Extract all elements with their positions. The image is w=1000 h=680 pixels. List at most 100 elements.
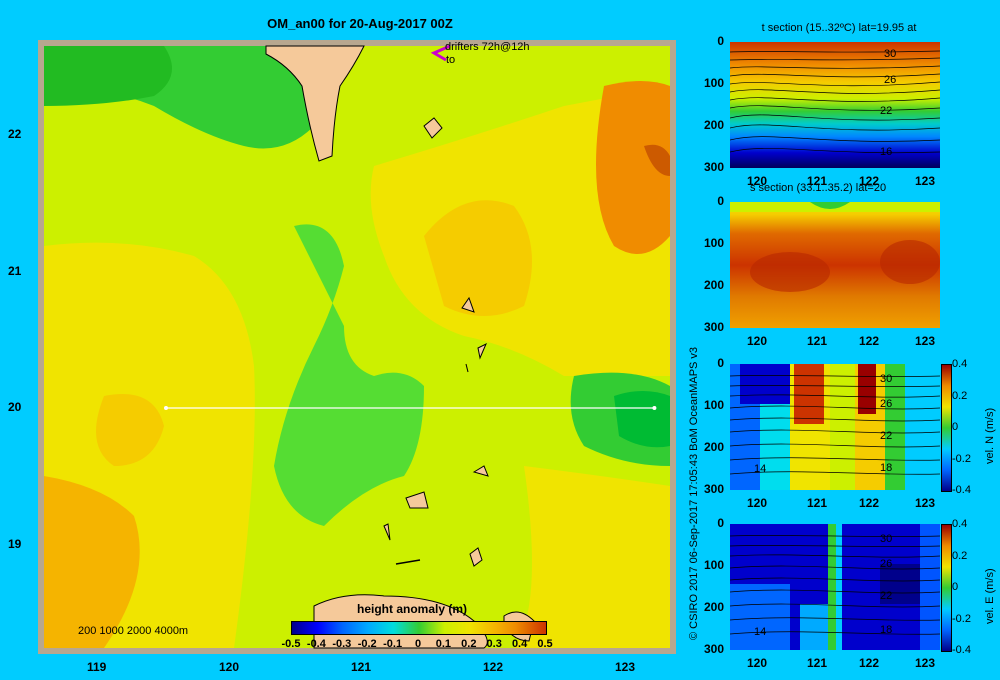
- anomaly-zone-southwest-orange: [44, 476, 140, 648]
- colorbar-tick-label: 0.1: [435, 638, 452, 650]
- depth-tick-label: 0: [717, 356, 724, 370]
- lon-tick-label: 123: [615, 660, 636, 674]
- depth-tick-label: 100: [703, 236, 724, 250]
- colorbar-tick-label: -0.4: [306, 638, 326, 650]
- lon-tick-label: 123: [915, 496, 936, 510]
- lon-tick-label: 123: [915, 174, 936, 188]
- panel-2-title: s section (33.1..35.2) lat=20: [750, 182, 887, 194]
- lat-tick-label: 19: [8, 537, 22, 551]
- lon-tick-label: 121: [807, 496, 828, 510]
- colorbar-tick-label: 0.4: [952, 358, 968, 370]
- island: [469, 547, 483, 567]
- contour-label: 26: [884, 74, 897, 86]
- lon-tick-label: 120: [219, 660, 240, 674]
- colorbar-tick-label: 0.4: [511, 638, 528, 650]
- contour-label: 14: [754, 626, 767, 638]
- anomaly-zone-central-green: [274, 224, 424, 527]
- lon-tick-label: 119: [87, 660, 107, 674]
- lon-tick-label: 123: [915, 334, 936, 348]
- lon-tick-label: 120: [747, 174, 768, 188]
- colorbar-tick-label: -0.4: [952, 644, 971, 656]
- velocity-north-colorbar: [941, 364, 952, 492]
- contour-label: 22: [880, 105, 893, 117]
- depth-tick-label: 300: [703, 482, 724, 496]
- colorbar-tick-label: 0.2: [461, 638, 477, 650]
- depth-tick-label: 200: [703, 440, 724, 454]
- lon-tick-label: 123: [915, 656, 936, 670]
- contour-label: 30: [880, 373, 893, 385]
- contour-label: 22: [880, 430, 893, 442]
- contour-label: 22: [880, 590, 893, 602]
- panel-1-title: t section (15..32ºC) lat=19.95 at: [761, 22, 917, 34]
- colorbar-label: vel. E (m/s): [984, 568, 996, 624]
- depth-tick-label: 300: [703, 320, 724, 334]
- colorbar-tick-label: -0.4: [952, 484, 971, 496]
- depth-tick-label: 0: [717, 194, 724, 208]
- drifter-label: drifters 72h@12h: [445, 41, 530, 53]
- lon-tick-label: 120: [747, 496, 768, 510]
- lon-tick-label: 122: [859, 174, 880, 188]
- colorbar-tick-label: 0: [414, 638, 422, 650]
- lat-tick-label: 20: [8, 400, 22, 414]
- lon-tick-label: 122: [483, 660, 504, 674]
- island: [472, 465, 489, 477]
- colorbar-tick-label: -0.1: [383, 638, 403, 650]
- depth-tick-label: 0: [717, 516, 724, 530]
- lon-tick-label: 121: [807, 656, 828, 670]
- salinity-section: [730, 202, 940, 328]
- map-title: OM_an00 for 20-Aug-2017 00Z: [267, 16, 453, 31]
- contour-label: 30: [880, 533, 893, 545]
- height-anomaly-colorbar: [291, 621, 547, 635]
- contour-label: 30: [884, 48, 897, 60]
- lon-tick-label: 120: [747, 656, 768, 670]
- depth-tick-label: 300: [703, 160, 724, 174]
- drifter-to-label: to: [446, 54, 456, 66]
- depth-tick-label: 200: [703, 600, 724, 614]
- colorbar-tick-label: 0.4: [952, 518, 968, 530]
- section-line: [164, 406, 657, 410]
- colorbar-tick-label: -0.2: [357, 638, 377, 650]
- colorbar-tick-label: 0.2: [952, 389, 968, 402]
- anomaly-zone-southeast: [514, 466, 670, 648]
- lat-tick-label: 21: [8, 264, 22, 278]
- depth-tick-label: 200: [703, 278, 724, 292]
- island: [461, 296, 475, 313]
- anomaly-zone-central-orange: [424, 200, 532, 316]
- lon-tick-label: 122: [859, 656, 880, 670]
- colorbar-tick-label: 0.2: [952, 549, 968, 562]
- island: [477, 342, 487, 360]
- depth-tick-label: 100: [703, 398, 724, 412]
- colorbar-tick-label: -0.5: [281, 638, 301, 650]
- anomaly-zone-northeast-orange: [596, 81, 670, 254]
- contour-label: 14: [754, 463, 767, 475]
- island: [383, 523, 391, 541]
- depth-tick-label: 300: [703, 642, 724, 656]
- depth-tick-label: 0: [717, 34, 724, 48]
- contour-label: 16: [880, 146, 893, 158]
- depth-tick-label: 200: [703, 118, 724, 132]
- land-taiwan-south: [265, 45, 365, 162]
- lon-tick-label: 120: [747, 334, 768, 348]
- depth-legend: 200 1000 2000 4000m: [78, 625, 189, 637]
- colorbar-tick-label: -0.2: [952, 452, 971, 465]
- lat-tick-label: 22: [8, 127, 22, 141]
- colorbar-title: height anomaly (m): [357, 602, 468, 616]
- colorbar-tick-label: 0.3: [486, 638, 502, 650]
- height-anomaly-map: [38, 40, 676, 654]
- contour-label: 26: [880, 558, 893, 570]
- anomaly-zone-northeast-max: [644, 144, 670, 176]
- depth-tick-label: 100: [703, 76, 724, 90]
- velocity-north-section: [730, 364, 940, 490]
- section-endpoint: [652, 406, 657, 410]
- temperature-section: [730, 42, 940, 168]
- colorbar-tick-label: 0: [952, 581, 959, 593]
- colorbar-tick-label: 0: [952, 421, 959, 433]
- velocity-east-section: [730, 524, 940, 650]
- lon-tick-label: 121: [807, 334, 828, 348]
- colorbar-tick-label: 0.5: [537, 638, 553, 650]
- colorbar-tick-label: -0.2: [952, 612, 971, 625]
- lon-tick-label: 121: [351, 660, 372, 674]
- island: [423, 117, 443, 139]
- section-endpoint: [164, 406, 168, 410]
- island: [405, 491, 429, 509]
